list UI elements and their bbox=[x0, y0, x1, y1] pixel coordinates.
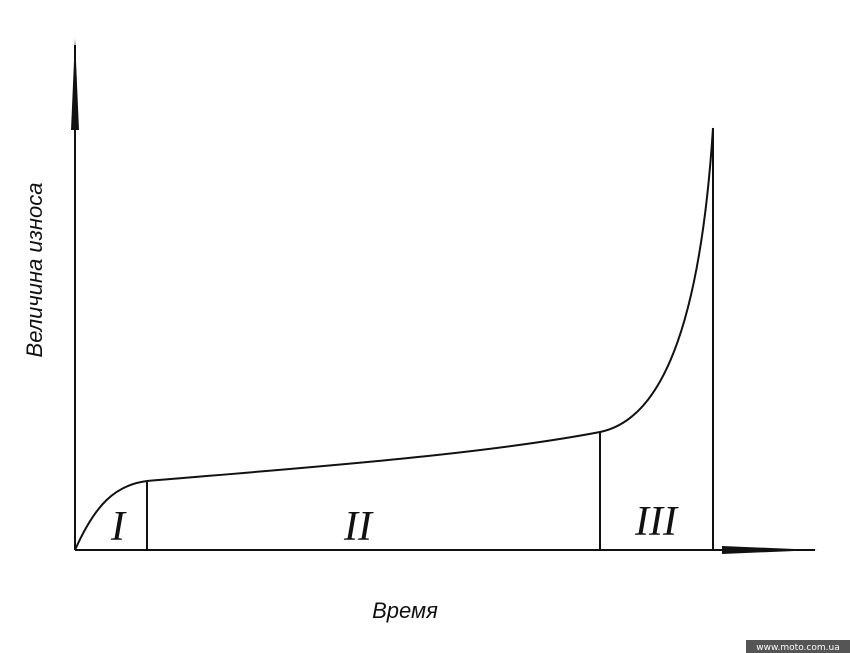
y-axis-label: Величина износа bbox=[22, 183, 47, 358]
wear-curve bbox=[74, 127, 714, 551]
zone-boundaries bbox=[146, 128, 714, 550]
zone-label: II bbox=[343, 504, 374, 550]
x-arrow bbox=[722, 546, 818, 554]
x-axis-label: Время bbox=[372, 598, 438, 623]
zone-label: I bbox=[110, 504, 127, 550]
watermark: www.moto.com.ua bbox=[756, 643, 839, 653]
watermark-bg bbox=[746, 640, 850, 653]
zone-label: III bbox=[634, 499, 679, 545]
y-arrow bbox=[71, 38, 79, 130]
